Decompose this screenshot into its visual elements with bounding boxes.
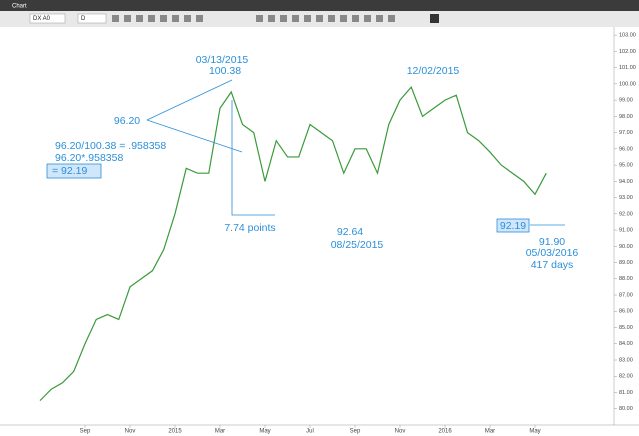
symbol-input[interactable] <box>29 13 66 24</box>
connector <box>231 100 275 216</box>
price-line <box>39 85 547 402</box>
x-tick-label: Mar <box>215 429 225 435</box>
annotation: 08/25/2015 <box>331 239 384 251</box>
icon[interactable] <box>136 15 143 22</box>
x-tick-label: Jul <box>306 429 314 435</box>
icon[interactable] <box>268 15 275 22</box>
icon[interactable] <box>388 15 395 22</box>
y-tick-label: 84.00 <box>619 341 633 347</box>
y-tick-label: 93.00 <box>619 195 633 201</box>
icon[interactable] <box>364 15 371 22</box>
y-tick-label: 88.00 <box>619 276 633 282</box>
x-tick-label: Nov <box>395 429 406 435</box>
icon[interactable] <box>196 15 203 22</box>
y-tick-label: 99.00 <box>619 98 633 104</box>
annotation: 03/13/2015 <box>196 54 249 66</box>
icon[interactable] <box>256 15 263 22</box>
y-tick-label: 83.00 <box>619 357 633 363</box>
x-tick-label: May <box>529 429 540 435</box>
y-tick-label: 80.00 <box>619 406 633 412</box>
annotation: = 92.19 <box>52 165 87 177</box>
icon[interactable] <box>148 15 155 22</box>
y-tick-label: 101.00 <box>619 65 636 71</box>
y-tick-label: 92.00 <box>619 211 633 217</box>
toolbar-icons <box>112 14 439 23</box>
interval-input[interactable] <box>77 13 107 24</box>
title-bar <box>0 0 639 11</box>
annotation: 7.74 points <box>224 222 275 234</box>
y-tick-label: 95.00 <box>619 163 633 169</box>
y-tick-label: 94.00 <box>619 179 633 185</box>
icon[interactable] <box>292 15 299 22</box>
y-tick-label: 86.00 <box>619 309 633 315</box>
icon[interactable] <box>328 15 335 22</box>
annotation: 05/03/2016 <box>526 247 579 259</box>
target-box <box>496 218 530 233</box>
y-tick-label: 87.00 <box>619 292 633 298</box>
annotation: 92.19 <box>500 220 526 232</box>
x-tick-label: Mar <box>485 429 495 435</box>
icon[interactable] <box>112 15 119 22</box>
icon[interactable] <box>280 15 287 22</box>
x-tick-label: May <box>259 429 270 435</box>
annotation: 100.38 <box>209 65 241 77</box>
window-title: Chart <box>12 4 27 10</box>
icon[interactable] <box>340 15 347 22</box>
icon[interactable] <box>172 15 179 22</box>
x-tick-label: 2016 <box>438 429 452 435</box>
annotation-lines <box>146 79 565 226</box>
annotation: 96.20*.958358 <box>55 152 123 164</box>
annotation: 91.90 <box>539 236 565 248</box>
icon[interactable] <box>430 14 439 23</box>
y-tick-label: 82.00 <box>619 374 633 380</box>
annotation: 96.20/100.38 = .958358 <box>55 140 166 152</box>
y-tick-label: 102.00 <box>619 49 636 55</box>
icon[interactable] <box>376 15 383 22</box>
x-tick-label: 2015 <box>168 429 182 435</box>
x-tick-label: Sep <box>80 429 91 435</box>
annotation: 96.20 <box>114 115 140 127</box>
y-tick-label: 96.00 <box>619 146 633 152</box>
x-tick-label: Sep <box>350 429 361 435</box>
connector <box>146 79 233 121</box>
x-tick-label: Nov <box>125 429 136 435</box>
y-tick-label: 98.00 <box>619 114 633 120</box>
symbol-text: DX A0 <box>33 16 51 22</box>
y-tick-label: 81.00 <box>619 390 633 396</box>
connector <box>146 119 243 153</box>
icon[interactable] <box>304 15 311 22</box>
y-tick-label: 97.00 <box>619 130 633 136</box>
annotation: 12/02/2015 <box>407 65 460 77</box>
interval-text: D <box>81 16 86 22</box>
icon[interactable] <box>352 15 359 22</box>
y-tick-label: 91.00 <box>619 228 633 234</box>
y-tick-label: 89.00 <box>619 260 633 266</box>
icon[interactable] <box>160 15 167 22</box>
icon[interactable] <box>184 15 191 22</box>
annotation: 92.64 <box>337 226 363 238</box>
y-tick-label: 90.00 <box>619 244 633 250</box>
y-tick-label: 103.00 <box>619 33 636 39</box>
y-tick-label: 85.00 <box>619 325 633 331</box>
annotation: 417 days <box>531 259 574 271</box>
icon[interactable] <box>316 15 323 22</box>
y-tick-label: 100.00 <box>619 81 636 87</box>
icon[interactable] <box>124 15 131 22</box>
result-box <box>46 163 102 179</box>
